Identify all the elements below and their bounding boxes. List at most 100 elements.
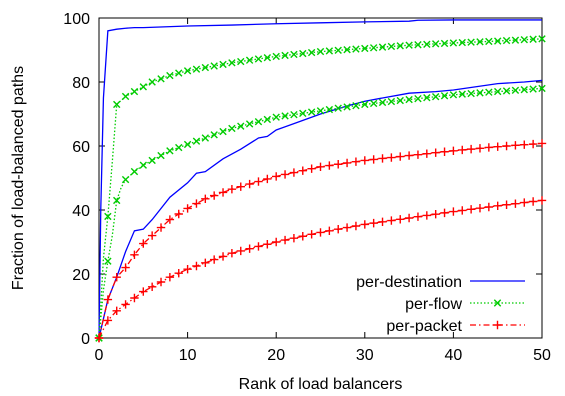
data-point-per-packet xyxy=(174,269,183,278)
legend-marker-per-flow xyxy=(493,299,502,307)
data-point-per-packet xyxy=(289,233,299,243)
data-point-per-flow xyxy=(290,50,298,59)
data-point-per-packet xyxy=(307,230,316,239)
data-point-per-flow xyxy=(361,44,369,53)
data-point-per-flow xyxy=(449,91,458,99)
data-point-per-packet xyxy=(528,197,538,206)
data-point-per-flow xyxy=(378,98,387,107)
data-point-per-packet xyxy=(484,202,494,212)
data-point-per-packet xyxy=(422,211,432,220)
data-point-per-flow xyxy=(316,47,325,56)
data-point-per-flow xyxy=(458,38,466,47)
data-point-per-packet xyxy=(466,144,476,154)
data-point-per-packet xyxy=(520,198,529,207)
data-point-per-flow xyxy=(166,147,174,155)
data-point-per-packet xyxy=(396,215,405,224)
x-tick-label: 20 xyxy=(267,347,285,364)
series-per-packet xyxy=(94,139,547,343)
data-point-per-packet xyxy=(156,223,166,232)
data-point-per-packet xyxy=(263,174,272,184)
y-tick-label: 0 xyxy=(81,331,90,348)
data-point-per-packet xyxy=(537,139,547,148)
plot-frame xyxy=(98,17,543,339)
data-point-per-packet xyxy=(404,213,414,223)
data-point-per-flow xyxy=(254,55,263,63)
series-line-per-destination xyxy=(98,19,542,339)
legend-label-per-destination: per-destination xyxy=(356,274,462,291)
data-point-per-packet xyxy=(298,166,307,175)
data-point-per-flow xyxy=(538,35,546,43)
data-point-per-flow xyxy=(431,40,440,48)
data-point-per-packet xyxy=(475,203,485,213)
data-point-per-packet xyxy=(466,205,476,214)
data-point-per-packet xyxy=(502,200,511,209)
series-line-per-packet xyxy=(98,142,543,339)
series-layer xyxy=(94,19,547,343)
data-point-per-flow xyxy=(334,46,342,55)
data-point-per-flow xyxy=(307,48,316,57)
data-point-per-flow xyxy=(387,42,396,51)
data-point-per-flow xyxy=(219,127,227,136)
data-point-per-flow xyxy=(334,104,342,112)
data-point-per-flow xyxy=(396,96,404,105)
data-point-per-flow xyxy=(228,59,236,67)
data-point-per-packet xyxy=(201,258,210,267)
y-axis-label: Fraction of load-balanced paths xyxy=(10,66,27,290)
data-point-per-flow xyxy=(157,151,165,160)
data-point-per-flow xyxy=(157,75,165,83)
data-point-per-flow xyxy=(423,40,431,48)
data-point-per-packet xyxy=(458,206,467,215)
data-point-per-flow xyxy=(476,38,484,46)
data-point-per-packet xyxy=(307,164,316,173)
data-point-per-flow xyxy=(237,122,245,130)
data-point-per-flow xyxy=(494,87,502,96)
data-point-per-packet xyxy=(528,139,538,149)
data-point-per-packet xyxy=(280,235,290,245)
data-point-per-packet xyxy=(254,242,263,251)
data-point-per-flow xyxy=(299,109,307,118)
data-point-per-flow xyxy=(113,196,121,205)
data-point-per-flow xyxy=(440,92,449,100)
data-point-per-flow xyxy=(494,37,502,45)
data-point-per-flow xyxy=(192,65,201,73)
data-point-per-flow xyxy=(201,63,210,72)
data-point-per-packet xyxy=(342,158,352,168)
data-point-per-packet xyxy=(502,141,511,151)
data-point-per-packet xyxy=(351,221,361,231)
data-point-per-flow xyxy=(299,49,307,58)
data-point-per-packet xyxy=(147,231,157,240)
data-point-per-packet xyxy=(387,153,396,162)
data-point-per-flow xyxy=(414,41,422,49)
data-point-per-packet xyxy=(245,244,254,253)
data-point-per-packet xyxy=(121,263,130,272)
data-point-per-packet xyxy=(112,306,121,315)
data-point-per-packet xyxy=(396,152,405,161)
data-point-per-flow xyxy=(281,51,289,60)
data-point-per-flow xyxy=(538,84,546,93)
data-point-per-flow xyxy=(502,36,511,45)
data-point-per-flow xyxy=(431,93,440,101)
data-point-per-packet xyxy=(147,282,157,291)
data-point-per-packet xyxy=(272,237,281,247)
data-point-per-packet xyxy=(431,148,440,157)
data-point-per-packet xyxy=(227,249,237,258)
data-point-per-packet xyxy=(387,216,396,225)
data-point-per-packet xyxy=(316,162,325,171)
data-point-per-flow xyxy=(201,134,210,142)
data-point-per-flow xyxy=(520,85,528,94)
data-point-per-flow xyxy=(245,56,254,64)
data-point-per-flow xyxy=(210,62,218,70)
data-point-per-packet xyxy=(218,252,228,261)
data-point-per-packet xyxy=(440,147,449,156)
data-point-per-packet xyxy=(413,212,423,221)
data-point-per-packet xyxy=(316,228,325,237)
data-point-per-flow xyxy=(121,175,130,184)
data-point-per-packet xyxy=(121,300,130,309)
series-per-destination xyxy=(98,19,543,339)
data-point-per-packet xyxy=(334,225,343,234)
data-point-per-flow xyxy=(520,36,528,44)
data-point-per-flow xyxy=(361,100,369,109)
data-point-per-flow xyxy=(148,156,156,165)
data-point-per-flow xyxy=(467,89,475,98)
